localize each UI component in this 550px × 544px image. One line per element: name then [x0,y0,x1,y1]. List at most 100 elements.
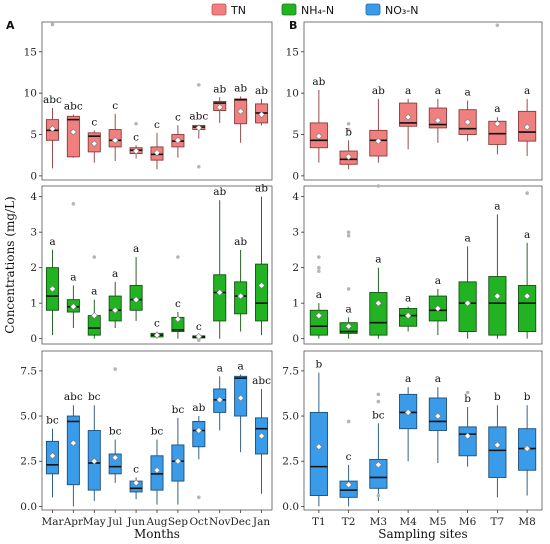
significance-label: a [112,268,118,280]
box-Sep: bc [171,404,185,505]
significance-label: bc [172,404,185,416]
significance-label: ab [255,85,268,97]
significance-label: abc [64,391,83,403]
legend-swatch-0 [211,3,227,16]
significance-label: c [154,318,160,330]
outlier-point [197,495,201,500]
outlier-point [376,493,381,498]
outlier-point [317,269,321,274]
iqr-box [488,426,507,478]
box-Oct: abc [189,83,208,169]
box-Oct: ab [192,338,206,500]
mean-marker [434,117,442,124]
outlier-point [346,127,351,132]
mean-marker [132,479,140,487]
box-Aug: bc [150,426,164,505]
significance-label: a [405,373,411,385]
box-Jul: c [108,100,122,161]
significance-label: bc [372,409,385,421]
legend: TN NH₄-N NO₃-N [211,3,419,17]
significance-label: abc [64,101,83,113]
outlier-point [346,233,351,238]
panel-letter-a: A [6,19,15,32]
mean-marker [216,396,224,404]
box-Jan: ab [255,85,268,126]
iqr-box [255,263,269,322]
x-tick-label: T2 [342,516,356,528]
legend-label-2: NO₃-N [385,4,419,17]
mean-marker [345,481,353,489]
significance-label: b [345,126,352,138]
box-Dec: a [234,360,248,453]
mean-marker [464,299,472,307]
y-tick-label: 3 [292,227,299,239]
mean-marker [49,125,56,133]
box-T1: b [309,359,328,507]
box-Dec: ab [234,82,247,143]
x-tick-label: M5 [429,516,446,528]
significance-label: ab [312,76,325,88]
mean-marker [216,103,224,111]
iqr-box [518,284,537,333]
x-tick-label: Sep [168,516,188,528]
significance-label: b [464,393,471,405]
outlier-point [197,83,201,87]
y-axis-title: Concentrations (mg/L) [3,196,17,333]
x-tick-label: Aug [145,516,167,528]
panel-letter-b: B [289,19,297,32]
y-tick-label: 7.5 [282,365,299,377]
mean-marker [69,128,77,136]
x-tick-label: M8 [518,516,535,528]
box-M4: a [399,293,418,332]
x-axis-title: Sampling sites [378,527,467,541]
iqr-box [66,415,80,486]
mean-marker [258,111,265,119]
iqr-box [213,274,227,322]
box-Apr: abc [64,101,83,158]
y-tick-label: 10 [286,88,299,100]
mean-marker [345,322,353,330]
box-Apr: a [66,201,80,329]
significance-label: b [494,391,501,403]
mean-marker [523,123,531,131]
y-tick-label: 7.5 [20,365,37,377]
box-Mar: abc [43,22,62,169]
y-tick-label: 3 [30,227,37,239]
significance-label: a [375,254,381,266]
box-Mar: bc [45,415,59,498]
mean-marker [258,432,265,440]
y-tick-label: 15 [286,46,299,58]
significance-label: abc [43,94,62,106]
legend-label-0: TN [230,4,246,17]
outlier-point [92,255,97,259]
iqr-box [458,281,477,333]
mean-marker [111,136,119,144]
x-axis-title: Months [134,527,180,541]
significance-label: a [494,103,500,115]
outlier-point [113,367,117,371]
box-M3: bc [369,392,388,501]
y-tick-label: 2.5 [20,456,37,468]
box-Sep: c [171,111,185,158]
box-T7: b [488,391,507,498]
significance-label: a [238,360,244,372]
significance-label: abc [189,111,208,123]
outlier-point [346,419,351,424]
box-T1: ab [309,76,328,163]
outlier-point [197,338,201,342]
x-tick-label: Mar [41,516,64,528]
significance-label: a [464,87,470,99]
box-M8: a [518,191,537,339]
outlier-point [495,23,500,28]
mean-marker [258,281,265,289]
outlier-point [346,121,351,126]
outlier-point [346,230,351,234]
box-Jun: c [129,121,143,159]
x-tick-label: T1 [312,516,326,528]
significance-label: abc [252,375,271,387]
